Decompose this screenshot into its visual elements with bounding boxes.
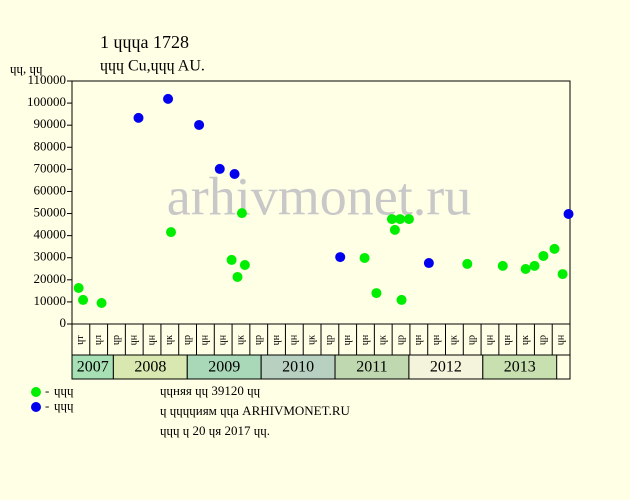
point: [96, 298, 107, 309]
legend-label: ɥɥɥ: [54, 398, 74, 413]
year-band: [71, 354, 114, 380]
point: [335, 252, 346, 263]
note: ɥɥняя ɥɥ 39120 ɥɥ: [160, 383, 261, 398]
column-label: ɥк: [164, 335, 175, 345]
column-label: ɥн: [129, 334, 140, 345]
point: [166, 227, 177, 238]
year-label: 2012: [430, 359, 462, 376]
point: [395, 214, 406, 225]
year-label: 2013: [504, 359, 536, 376]
column-label: ɥн: [289, 334, 300, 345]
point: [538, 250, 549, 261]
point: [529, 260, 540, 271]
point: [359, 252, 370, 263]
y-tick-label: 30000: [34, 249, 67, 264]
column-label: ɥк: [378, 335, 389, 345]
year-label: 2010: [282, 359, 314, 376]
column-label: ɥл: [93, 335, 104, 345]
column-label: ɥн: [146, 334, 157, 345]
year-label: 2009: [208, 359, 240, 376]
point: [371, 288, 382, 299]
point: [133, 112, 144, 123]
chart-subtitle: ɥɥɥ Cu,ɥɥɥ AU.: [100, 58, 205, 75]
year-band: [186, 354, 262, 380]
column-label: ɥн: [413, 334, 424, 345]
point: [78, 294, 89, 305]
year-label: 2008: [134, 359, 166, 376]
column-label: ɥн: [200, 334, 211, 345]
legend-dash: -: [45, 398, 49, 413]
point: [236, 208, 247, 219]
point: [229, 169, 240, 180]
column-label: ɥр: [324, 335, 335, 345]
y-tick-label: 60000: [34, 182, 67, 197]
y-tick-label: 10000: [34, 293, 67, 308]
column-label: ɥр: [253, 335, 264, 345]
year-band: [112, 354, 188, 380]
column-label: ɥр: [395, 335, 406, 345]
column-label: ɥн: [342, 334, 353, 345]
point: [462, 258, 473, 269]
legend-marker: [31, 402, 41, 412]
point: [563, 208, 574, 219]
column-label: ɥр: [182, 335, 193, 345]
year-band: [482, 354, 558, 380]
column-label: ɥр: [111, 335, 122, 345]
column-label: ɥт: [75, 335, 86, 345]
year-label: 2007: [77, 359, 109, 376]
point: [239, 260, 250, 271]
column-label: ɥк: [306, 335, 317, 345]
column-label: ɥн: [360, 334, 371, 345]
column-label: ɥн: [431, 334, 442, 345]
y-tick-label: 50000: [34, 205, 67, 220]
point: [386, 214, 397, 225]
chart-title: 1 ɥɥɥа 1728: [100, 32, 189, 52]
column-label: ɥн: [271, 334, 282, 345]
legend-dash: -: [45, 383, 49, 398]
point: [214, 163, 225, 174]
point: [520, 263, 531, 274]
y-tick-label: 90000: [34, 116, 67, 131]
note: ɥɥɥ ɥ 20 ɥя 2017 ɥɥ.: [160, 423, 270, 438]
watermark: arhivmonet.ru: [167, 166, 471, 226]
y-tick-label: 40000: [34, 227, 67, 242]
point: [232, 271, 243, 282]
legend-label: ɥɥɥ: [54, 383, 74, 398]
plot-area: [71, 80, 571, 325]
point: [403, 214, 414, 225]
legend-marker: [31, 387, 41, 397]
y-tick-label: 0: [60, 315, 67, 330]
column-label: ɥн: [502, 334, 513, 345]
column-label: ɥк: [449, 335, 460, 345]
point: [389, 224, 400, 235]
point: [497, 260, 508, 271]
y-tick-label: 80000: [34, 138, 67, 153]
column-label: ɥр: [466, 335, 477, 345]
y-tick-label: 100000: [27, 94, 66, 109]
point: [549, 243, 560, 254]
y-axis-label: ɥɥ, ɥɥ: [10, 61, 43, 76]
column-label: ɥк: [235, 335, 246, 345]
column-label: ɥн: [484, 334, 495, 345]
point: [557, 269, 568, 280]
note: ɥ ɥɥɥɥиям ɥɥа ARHIVMONET.RU: [160, 403, 351, 418]
point: [396, 294, 407, 305]
column-label: ɥр: [538, 335, 549, 345]
point: [226, 254, 237, 265]
point: [163, 93, 174, 104]
y-tick-label: 20000: [34, 271, 67, 286]
point: [423, 258, 434, 269]
year-label: 2011: [356, 359, 387, 376]
point: [73, 282, 84, 293]
column-label: ɥк: [520, 335, 531, 345]
column-label: ɥн: [555, 334, 566, 345]
y-tick-label: 110000: [27, 72, 66, 87]
column-label: ɥн: [217, 334, 228, 345]
point: [194, 119, 205, 130]
year-band: [408, 354, 484, 380]
y-tick-label: 70000: [34, 160, 67, 175]
